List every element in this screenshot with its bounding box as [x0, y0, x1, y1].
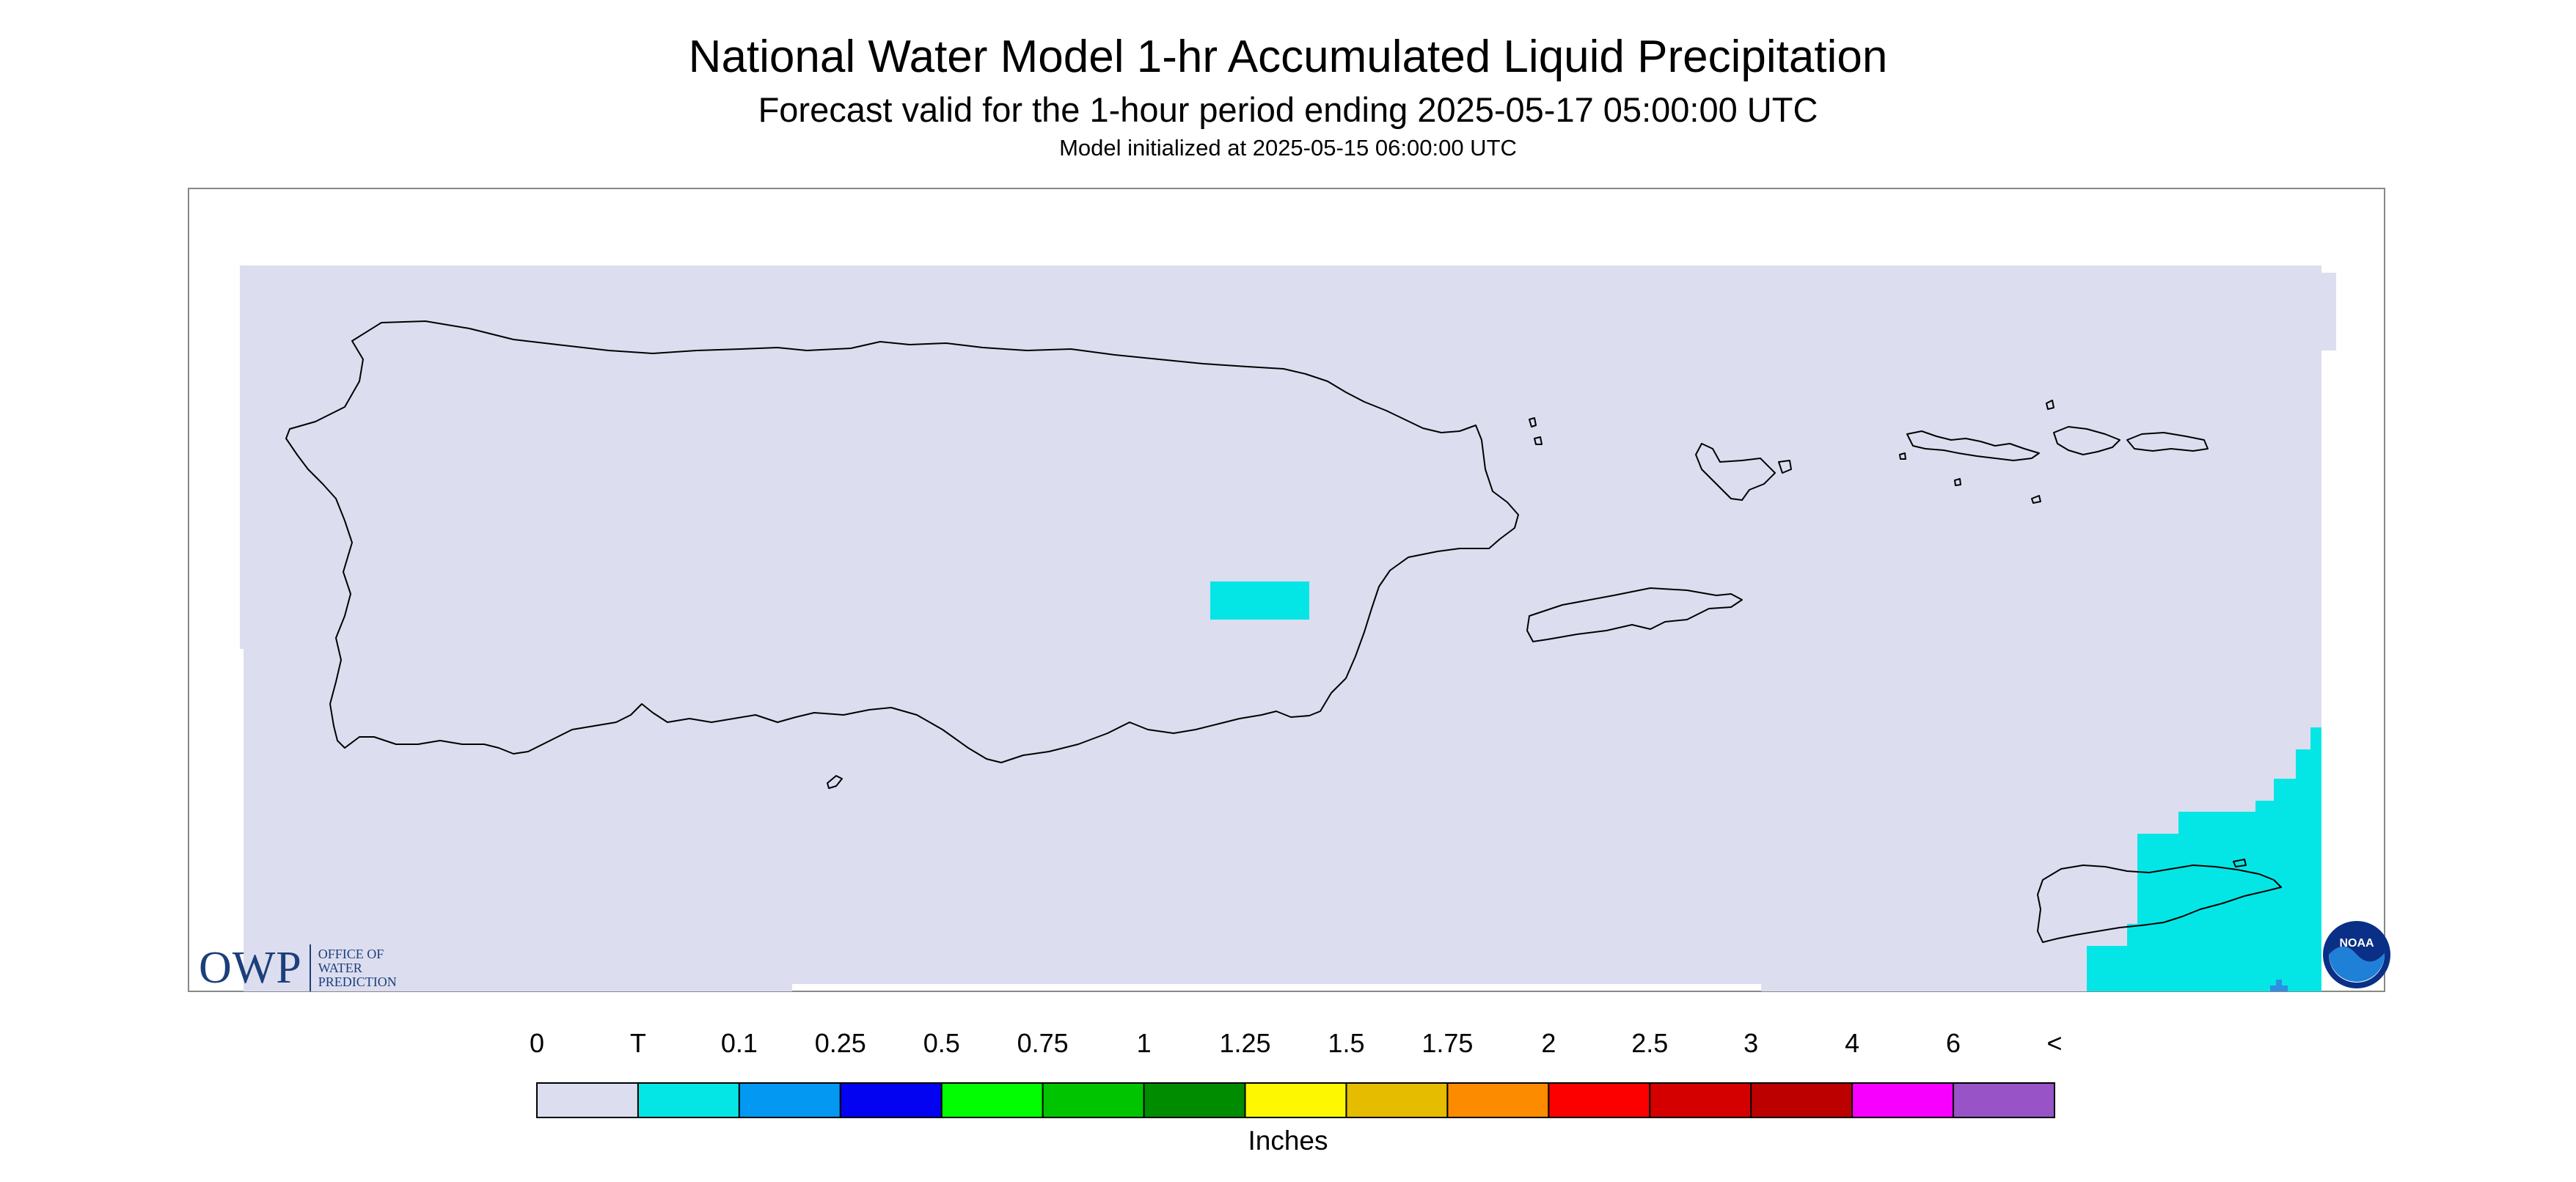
legend-swatch — [1548, 1082, 1651, 1118]
st-croix-cay — [2233, 859, 2247, 867]
map-title: National Water Model 1-hr Accumulated Li… — [688, 32, 1888, 82]
precip-trace-cell — [1210, 581, 1309, 620]
legend-tick-label: 0.1 — [720, 1028, 758, 1058]
legend-swatch — [1649, 1082, 1752, 1118]
legend-color-bar — [536, 1082, 2055, 1118]
owp-logo-letters: OWP — [199, 942, 302, 993]
legend-swatch — [1345, 1082, 1449, 1118]
small-cay-6 — [1954, 478, 1961, 486]
map-subtitle: Forecast valid for the 1-hour period end… — [758, 90, 1818, 129]
legend-tick-label: 2.5 — [1631, 1028, 1669, 1058]
legend-units: Inches — [1248, 1126, 1328, 1156]
vieques-coastline — [1526, 587, 1743, 642]
legend-tick-label: 0.75 — [1017, 1028, 1069, 1058]
legend-tick-label: 6 — [1946, 1028, 1961, 1058]
legend-swatch — [1042, 1082, 1145, 1118]
caja-de-muertos-coastline — [827, 775, 843, 789]
legend-tick-label: 1.25 — [1219, 1028, 1271, 1058]
legend-tick-label: 1 — [1136, 1028, 1152, 1058]
legend-tick-label: 4 — [1845, 1028, 1860, 1058]
culebra-coastline — [1695, 443, 1776, 501]
owp-logo-divider — [309, 944, 311, 991]
legend-tick-label: 0 — [529, 1028, 545, 1058]
legend-swatch — [940, 1082, 1044, 1118]
small-cay-3 — [1899, 452, 1906, 460]
legend-swatch — [738, 1082, 841, 1118]
small-cay-5 — [2031, 495, 2041, 504]
model-init-text: Model initialized at 2025-05-15 06:00:00… — [1059, 135, 1517, 161]
noaa-logo-text: NOAA — [2339, 937, 2374, 950]
coastlines — [285, 320, 2282, 943]
owp-logo-text: OFFICE OF WATER PREDICTION — [318, 946, 397, 989]
legend-swatch — [536, 1082, 639, 1118]
puerto-rico-coastline — [285, 320, 1519, 763]
legend-swatch — [637, 1082, 740, 1118]
small-cay-2 — [1534, 436, 1543, 445]
legend-swatch — [1244, 1082, 1347, 1118]
small-cay-4 — [2046, 400, 2054, 410]
bvi-coastline — [2126, 432, 2209, 452]
legend-swatch — [839, 1082, 943, 1118]
st-croix-coastline — [2037, 865, 2282, 943]
legend-tick-label: 0.25 — [814, 1028, 866, 1058]
culebrita-coastline — [1778, 460, 1792, 474]
legend-swatch — [1750, 1082, 1854, 1118]
legend-swatch — [1446, 1082, 1550, 1118]
owp-logo: OWP OFFICE OF WATER PREDICTION — [199, 941, 397, 994]
legend-tick-label: T — [629, 1028, 646, 1058]
noaa-logo: NOAA — [2323, 921, 2390, 988]
legend-tick-label: 2 — [1541, 1028, 1556, 1058]
legend-tick-label: 3 — [1743, 1028, 1759, 1058]
legend-tick-label: < — [2046, 1028, 2063, 1058]
small-cay-1 — [1529, 417, 1537, 427]
legend-swatch — [1851, 1082, 1955, 1118]
legend-swatch — [1143, 1082, 1246, 1118]
legend-tick-label: 0.5 — [923, 1028, 960, 1058]
legend-tick-label: 1.75 — [1421, 1028, 1474, 1058]
legend-swatch — [1953, 1082, 2055, 1118]
legend-tick-label: 1.5 — [1328, 1028, 1365, 1058]
st-thomas-coastline — [1906, 430, 2040, 461]
st-john-coastline — [2053, 426, 2121, 455]
precip-field-zero — [240, 265, 2336, 991]
precip-marker — [2270, 980, 2288, 991]
